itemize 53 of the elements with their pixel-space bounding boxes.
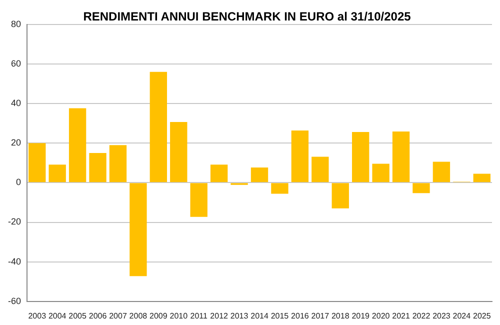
bar xyxy=(210,164,228,182)
bar xyxy=(312,156,329,182)
y-tick-label: -40 xyxy=(8,256,22,266)
bar xyxy=(28,143,46,182)
bar xyxy=(271,183,288,194)
x-tick-label: 2019 xyxy=(352,311,370,320)
bar xyxy=(291,130,309,182)
bar xyxy=(352,132,370,182)
x-tick-label: 2022 xyxy=(412,311,431,320)
bar xyxy=(109,145,127,182)
bar xyxy=(170,122,188,182)
bar xyxy=(150,72,168,182)
y-tick-label: 0 xyxy=(16,177,22,188)
x-tick-label: 2016 xyxy=(291,311,310,320)
x-tick-label: 2006 xyxy=(88,311,108,320)
y-tick-label: -60 xyxy=(8,296,22,306)
chart-title: RENDIMENTI ANNUI BENCHMARK IN EURO al 31/10/2025 xyxy=(83,10,412,24)
bar xyxy=(250,167,268,182)
x-tick-label: 2003 xyxy=(28,311,47,320)
x-tick-label: 2015 xyxy=(270,311,290,320)
bar xyxy=(372,164,390,182)
x-tick-label: 2017 xyxy=(311,311,330,320)
x-tick-label: 2011 xyxy=(190,311,208,320)
bar xyxy=(130,183,147,276)
x-tick-label: 2012 xyxy=(210,311,229,320)
x-tick-label: 2007 xyxy=(109,311,128,320)
x-tick-label: 2020 xyxy=(372,311,390,320)
y-tick-label: 20 xyxy=(10,138,22,148)
bar xyxy=(89,153,106,182)
bar xyxy=(332,183,349,208)
x-tick-label: 2008 xyxy=(129,311,148,320)
bar xyxy=(190,183,208,217)
bar xyxy=(68,108,86,182)
y-tick-label: 60 xyxy=(10,58,22,68)
x-tick-label: 2024 xyxy=(452,311,472,320)
y-tick-label: 80 xyxy=(10,18,22,29)
bar xyxy=(48,164,66,182)
x-tick-label: 2013 xyxy=(230,311,249,320)
x-tick-label: 2010 xyxy=(170,311,188,320)
bar xyxy=(412,183,430,194)
x-tick-label: 2005 xyxy=(68,311,87,320)
bar xyxy=(432,162,450,182)
x-tick-label: 2025 xyxy=(472,311,492,320)
x-tick-label: 2023 xyxy=(432,311,451,320)
y-tick-label: 40 xyxy=(10,98,22,108)
x-tick-label: 2021 xyxy=(392,311,410,320)
x-tick-label: 2018 xyxy=(331,311,350,320)
bar xyxy=(392,131,410,182)
y-tick-label: -20 xyxy=(8,216,22,227)
x-tick-label: 2009 xyxy=(150,311,168,320)
x-tick-label: 2014 xyxy=(250,311,269,320)
bar xyxy=(473,174,490,182)
x-tick-label: 2004 xyxy=(48,311,67,320)
